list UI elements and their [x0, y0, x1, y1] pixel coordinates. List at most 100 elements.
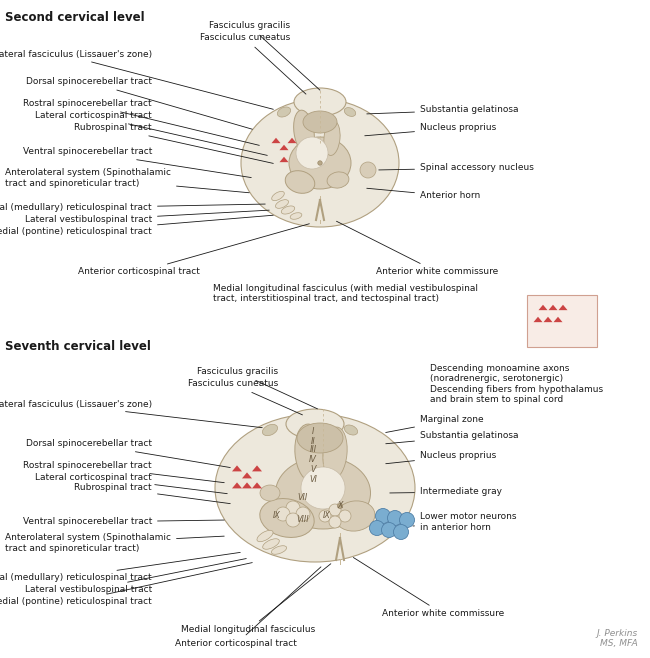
- Text: Rubrospinal tract: Rubrospinal tract: [74, 484, 230, 503]
- Text: Medial (pontine) reticulospinal tract: Medial (pontine) reticulospinal tract: [0, 563, 252, 607]
- Ellipse shape: [294, 88, 346, 116]
- Ellipse shape: [215, 414, 415, 562]
- Circle shape: [337, 503, 343, 509]
- Circle shape: [319, 510, 331, 522]
- Text: Ventral spinocerebellar tract: Ventral spinocerebellar tract: [23, 517, 224, 526]
- Text: Anterior corticospinal tract: Anterior corticospinal tract: [78, 224, 309, 276]
- Text: IX: IX: [323, 511, 331, 520]
- Ellipse shape: [276, 457, 370, 529]
- Circle shape: [329, 504, 341, 516]
- Text: Lateral corticospinal tract: Lateral corticospinal tract: [35, 472, 227, 494]
- Text: Medial longitudinal fasciculus: Medial longitudinal fasciculus: [181, 564, 331, 634]
- Polygon shape: [549, 305, 558, 310]
- Text: J. Perkins
MS, MFA: J. Perkins MS, MFA: [597, 628, 638, 648]
- Circle shape: [393, 524, 408, 540]
- Polygon shape: [554, 316, 562, 322]
- Polygon shape: [272, 138, 281, 143]
- Text: VIII: VIII: [296, 515, 309, 524]
- Text: Anterolateral system (Spinothalamic
tract and spinoreticular tract): Anterolateral system (Spinothalamic trac…: [5, 168, 249, 193]
- Circle shape: [296, 507, 310, 521]
- Ellipse shape: [263, 424, 278, 436]
- Text: Lateral vestibulospinal tract: Lateral vestibulospinal tract: [25, 559, 246, 594]
- Circle shape: [382, 522, 396, 538]
- Polygon shape: [252, 482, 262, 488]
- Text: Dorsolateral fasciculus (Lissauer's zone): Dorsolateral fasciculus (Lissauer's zone…: [0, 399, 262, 428]
- Text: Anterior corticospinal tract: Anterior corticospinal tract: [175, 567, 321, 649]
- Ellipse shape: [272, 191, 284, 201]
- Text: Marginal zone: Marginal zone: [385, 415, 484, 432]
- Text: Intermediate gray: Intermediate gray: [390, 488, 502, 497]
- Polygon shape: [538, 305, 547, 310]
- Ellipse shape: [324, 120, 340, 155]
- Circle shape: [400, 513, 415, 528]
- Ellipse shape: [297, 423, 343, 453]
- Text: Lower motor neurons
in anterior horn: Lower motor neurons in anterior horn: [413, 513, 517, 532]
- Circle shape: [369, 520, 385, 536]
- Polygon shape: [232, 482, 242, 488]
- Text: Lateral vestibulospinal tract: Lateral vestibulospinal tract: [25, 210, 269, 224]
- Ellipse shape: [296, 137, 328, 169]
- Text: Anterolateral system (Spinothalamic
tract and spinoreticular tract): Anterolateral system (Spinothalamic trac…: [5, 533, 224, 553]
- Circle shape: [276, 507, 290, 521]
- Text: IX: IX: [273, 511, 281, 520]
- Circle shape: [318, 161, 322, 165]
- Circle shape: [286, 513, 300, 527]
- Ellipse shape: [286, 409, 344, 439]
- Text: I: I: [312, 428, 314, 436]
- Ellipse shape: [312, 200, 328, 220]
- Text: Descending monoamine axons
(noradrenergic, serotonergic)
Descending fibers from : Descending monoamine axons (noradrenergi…: [430, 364, 603, 404]
- Ellipse shape: [257, 530, 273, 542]
- Ellipse shape: [241, 99, 399, 227]
- Text: Substantia gelatinosa: Substantia gelatinosa: [385, 432, 519, 443]
- Text: III: III: [309, 445, 317, 455]
- Text: Spinal accessory nucleus: Spinal accessory nucleus: [379, 163, 534, 172]
- Ellipse shape: [294, 110, 315, 154]
- Circle shape: [360, 162, 376, 178]
- Text: Substantia gelatinosa: Substantia gelatinosa: [367, 105, 519, 114]
- Circle shape: [387, 511, 402, 526]
- Ellipse shape: [330, 537, 350, 559]
- Ellipse shape: [323, 427, 347, 479]
- Polygon shape: [543, 316, 552, 322]
- Ellipse shape: [260, 485, 280, 501]
- Ellipse shape: [301, 467, 345, 509]
- Text: Dorsal spinocerebellar tract: Dorsal spinocerebellar tract: [26, 78, 252, 129]
- Ellipse shape: [272, 545, 287, 554]
- Text: Dorsal spinocerebellar tract: Dorsal spinocerebellar tract: [26, 440, 230, 468]
- Text: Fasciculus cuneatus: Fasciculus cuneatus: [200, 34, 306, 94]
- Ellipse shape: [260, 499, 314, 538]
- Text: Anterior horn: Anterior horn: [367, 188, 480, 201]
- Text: X: X: [337, 501, 343, 511]
- Text: Nucleus proprius: Nucleus proprius: [385, 451, 496, 464]
- Text: Lateral (medullary) reticulospinal tract: Lateral (medullary) reticulospinal tract: [0, 553, 240, 582]
- Text: Fasciculus gracilis: Fasciculus gracilis: [209, 22, 320, 90]
- Text: Fasciculus gracilis: Fasciculus gracilis: [197, 368, 317, 409]
- Text: Ventral spinocerebellar tract: Ventral spinocerebellar tract: [23, 147, 252, 178]
- Ellipse shape: [344, 425, 358, 435]
- Polygon shape: [242, 472, 252, 478]
- Ellipse shape: [289, 137, 351, 189]
- Text: Rostral spinocerebellar tract: Rostral spinocerebellar tract: [23, 461, 224, 483]
- Polygon shape: [534, 316, 543, 322]
- Ellipse shape: [281, 206, 294, 214]
- Ellipse shape: [344, 107, 356, 116]
- Text: Dorsolateral fasciculus (Lissauer's zone): Dorsolateral fasciculus (Lissauer's zone…: [0, 49, 273, 109]
- Circle shape: [329, 516, 341, 528]
- Text: Anterior white commissure: Anterior white commissure: [337, 221, 499, 276]
- Ellipse shape: [303, 111, 337, 133]
- Ellipse shape: [335, 501, 375, 531]
- Text: Fasciculus cuneatus: Fasciculus cuneatus: [188, 380, 302, 415]
- Text: VII: VII: [298, 494, 308, 503]
- Text: Anterior white commissure: Anterior white commissure: [354, 557, 504, 619]
- Text: Nucleus proprius: Nucleus proprius: [365, 124, 496, 136]
- Ellipse shape: [290, 213, 302, 219]
- Circle shape: [376, 509, 391, 524]
- Ellipse shape: [278, 107, 291, 117]
- Text: Rubrospinal tract: Rubrospinal tract: [74, 124, 273, 163]
- Ellipse shape: [263, 539, 280, 549]
- Ellipse shape: [285, 170, 315, 193]
- Polygon shape: [280, 157, 289, 162]
- Polygon shape: [232, 465, 242, 471]
- Text: Lateral (medullary) reticulospinal tract: Lateral (medullary) reticulospinal tract: [0, 203, 265, 213]
- Text: Seventh cervical level: Seventh cervical level: [5, 340, 151, 353]
